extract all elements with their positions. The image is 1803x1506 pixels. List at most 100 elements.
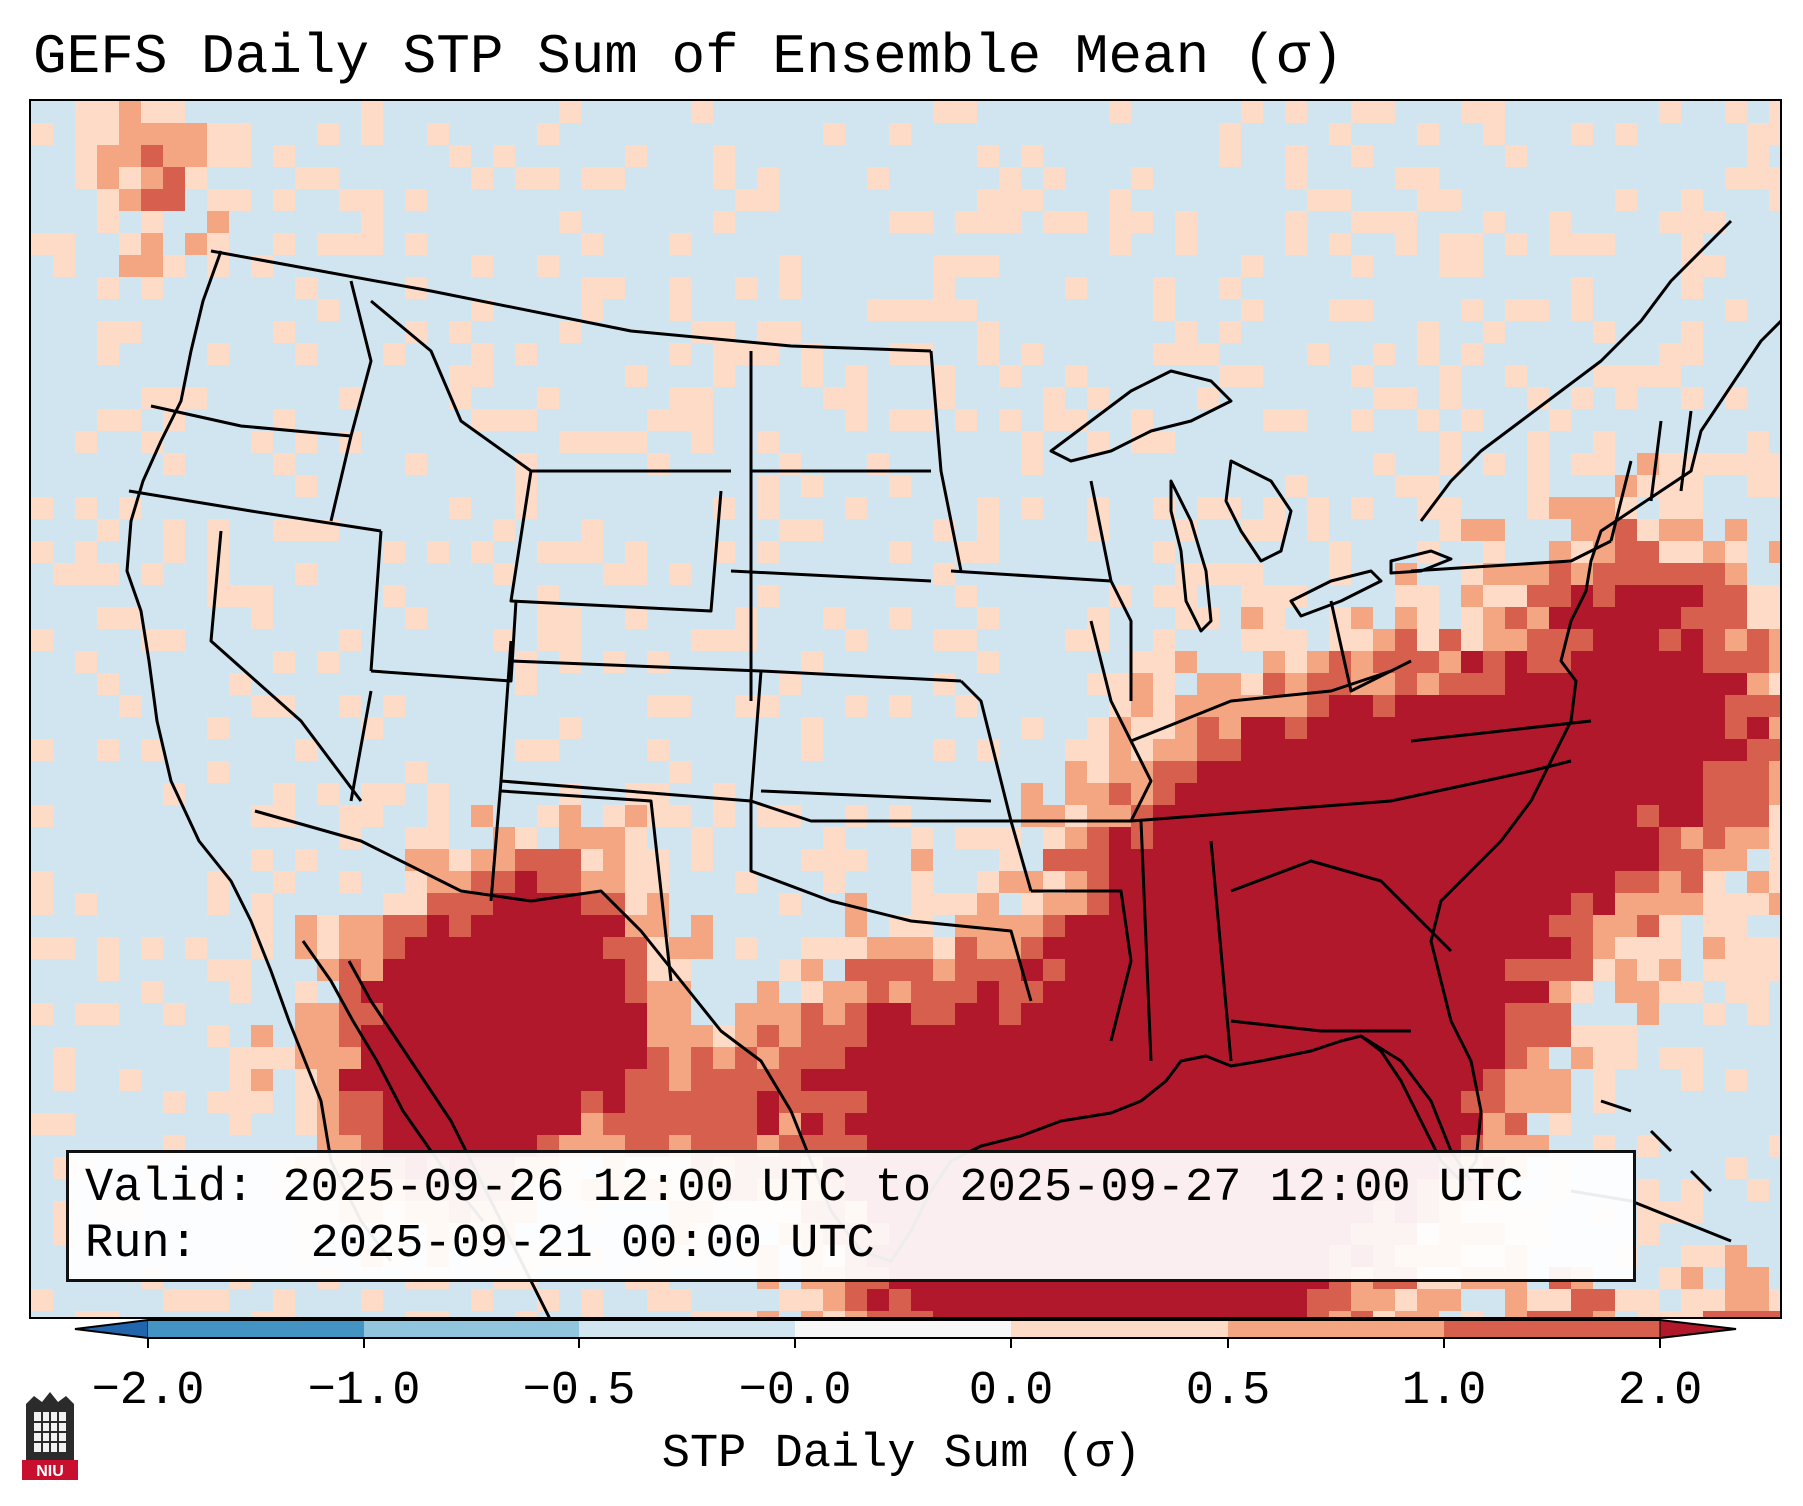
- stp-cell: [1571, 849, 1593, 871]
- stp-cell: [1637, 871, 1659, 893]
- stp-cell: [1505, 1047, 1527, 1069]
- stp-cell: [1505, 365, 1527, 387]
- stp-cell: [581, 1003, 603, 1025]
- stp-cell: [537, 1047, 559, 1069]
- stp-cell: [141, 101, 163, 123]
- stp-cell: [1593, 827, 1615, 849]
- stp-cell: [229, 1113, 251, 1135]
- stp-cell: [1769, 189, 1780, 211]
- stp-cell: [1373, 1069, 1395, 1091]
- stp-cell: [317, 123, 339, 145]
- stp-cell: [1351, 629, 1373, 651]
- stp-cell: [97, 189, 119, 211]
- stp-cell: [999, 1311, 1021, 1317]
- stp-cell: [405, 1311, 427, 1317]
- stp-cell: [1659, 563, 1681, 585]
- stp-cell: [669, 1289, 691, 1311]
- stp-cell: [1285, 1311, 1307, 1317]
- stp-cell: [1571, 519, 1593, 541]
- stp-cell: [1703, 673, 1725, 695]
- stp-cell: [1527, 563, 1549, 585]
- stp-cell: [1681, 233, 1703, 255]
- stp-cell: [75, 651, 97, 673]
- stp-cell: [1153, 739, 1175, 761]
- stp-cell: [647, 695, 669, 717]
- stp-cell: [1637, 893, 1659, 915]
- stp-cell: [1439, 1091, 1461, 1113]
- stp-cell: [405, 233, 427, 255]
- stp-cell: [229, 189, 251, 211]
- stp-cell: [977, 1003, 999, 1025]
- stp-cell: [911, 1113, 933, 1135]
- stp-cell: [1417, 409, 1439, 431]
- stp-cell: [1615, 1025, 1637, 1047]
- stp-cell: [1285, 1025, 1307, 1047]
- stp-cell: [1087, 431, 1109, 453]
- colorbar-bin: [1444, 1320, 1660, 1338]
- stp-cell: [625, 937, 647, 959]
- stp-cell: [911, 1025, 933, 1047]
- lake-michigan: [1169, 479, 1213, 633]
- stp-cell: [1131, 739, 1153, 761]
- stp-cell: [1681, 893, 1703, 915]
- stp-cell: [1527, 673, 1549, 695]
- stp-cell: [141, 145, 163, 167]
- stp-cell: [449, 893, 471, 915]
- stp-cell: [845, 497, 867, 519]
- stp-cell: [1769, 893, 1780, 915]
- stp-cell: [1329, 1047, 1351, 1069]
- stp-cell: [1461, 981, 1483, 1003]
- stp-cell: [185, 937, 207, 959]
- stp-cell: [999, 409, 1021, 431]
- stp-cell: [1769, 167, 1780, 189]
- stp-cell: [471, 981, 493, 1003]
- stp-cell: [1549, 893, 1571, 915]
- stp-cell: [1549, 805, 1571, 827]
- stp-cell: [603, 563, 625, 585]
- stp-cell: [581, 277, 603, 299]
- stp-cell: [1065, 1069, 1087, 1091]
- stp-cell: [1725, 519, 1747, 541]
- stp-cell: [823, 849, 845, 871]
- stp-cell: [251, 1311, 273, 1317]
- stp-cell: [1373, 805, 1395, 827]
- stp-cell: [1351, 915, 1373, 937]
- stp-cell: [889, 695, 911, 717]
- stp-cell: [603, 805, 625, 827]
- stp-cell: [1109, 937, 1131, 959]
- stp-cell: [1241, 1113, 1263, 1135]
- stp-cell: [889, 211, 911, 233]
- stp-cell: [1219, 145, 1241, 167]
- stp-cell: [1439, 739, 1461, 761]
- stp-cell: [625, 1113, 647, 1135]
- stp-cell: [1197, 497, 1219, 519]
- stp-cell: [1065, 629, 1087, 651]
- stp-cell: [427, 937, 449, 959]
- stp-cell: [1241, 1069, 1263, 1091]
- stp-cell: [427, 1069, 449, 1091]
- stp-cell: [339, 805, 361, 827]
- stp-cell: [163, 167, 185, 189]
- stp-cell: [427, 1025, 449, 1047]
- stp-cell: [1263, 915, 1285, 937]
- stp-cell: [1725, 629, 1747, 651]
- stp-cell: [97, 409, 119, 431]
- stp-cell: [97, 937, 119, 959]
- stp-cell: [97, 343, 119, 365]
- stp-cell: [933, 101, 955, 123]
- stp-cell: [1175, 1311, 1197, 1317]
- stp-cell: [647, 1091, 669, 1113]
- stp-cell: [1527, 805, 1549, 827]
- stp-cell: [1439, 1289, 1461, 1311]
- stp-cell: [911, 343, 933, 365]
- stp-cell: [581, 871, 603, 893]
- stp-cell: [207, 761, 229, 783]
- stp-cell: [1351, 409, 1373, 431]
- stp-cell: [295, 519, 317, 541]
- stp-cell: [911, 849, 933, 871]
- stp-cell: [97, 607, 119, 629]
- stp-cell: [383, 981, 405, 1003]
- stp-cell: [1615, 981, 1637, 1003]
- stp-cell: [999, 211, 1021, 233]
- stp-cell: [1285, 233, 1307, 255]
